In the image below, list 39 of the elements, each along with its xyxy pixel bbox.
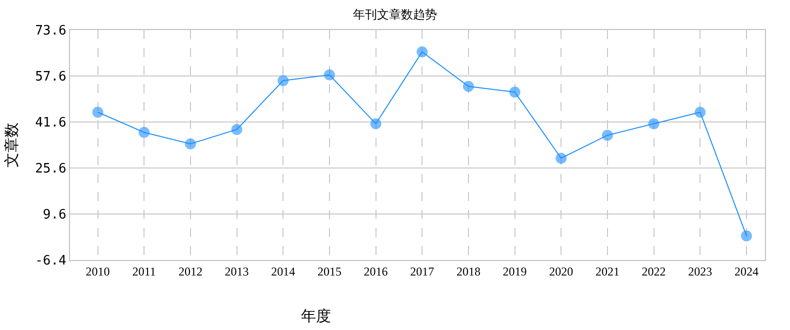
point [92, 106, 104, 118]
point [509, 86, 520, 98]
x-tick-label: 2021 [595, 264, 620, 278]
x-tick-label: 2020 [549, 264, 574, 278]
x-tick-label: 2023 [688, 264, 712, 278]
point [138, 126, 150, 138]
point [556, 152, 567, 164]
point [324, 69, 335, 80]
point [694, 106, 706, 118]
point [462, 80, 474, 92]
y-tick-label: 25.6 [35, 162, 66, 177]
point [370, 118, 382, 130]
point [602, 130, 613, 141]
x-tick-label: 2013 [224, 264, 249, 278]
point [231, 124, 242, 135]
y-tick-label: 57.6 [35, 70, 66, 85]
point [648, 118, 660, 130]
point [278, 75, 289, 86]
point [416, 46, 428, 58]
y-tick-label: 73.6 [35, 24, 66, 39]
x-tick-label: 2010 [86, 264, 110, 278]
x-tick-label: 2014 [271, 264, 296, 278]
x-tick-label: 2015 [317, 264, 342, 278]
x-tick-label: 2022 [642, 264, 666, 278]
x-tick-label: 2016 [364, 264, 388, 278]
x-tick-label: 2019 [502, 264, 527, 278]
point [184, 138, 196, 150]
x-tick-label: 2012 [178, 264, 202, 278]
y-tick-label: 41.6 [35, 116, 66, 131]
x-tick-label: 2018 [456, 264, 480, 278]
x-tick-label: 2011 [132, 264, 156, 278]
y-tick-label: 9.6 [42, 208, 66, 223]
x-tick-label: 2024 [734, 264, 758, 278]
point [740, 230, 752, 242]
y-tick-label: -6.4 [35, 254, 67, 269]
chart-title: 年刊文章数趋势 [353, 7, 437, 22]
y-axis-title: 文章数 [3, 122, 20, 168]
x-axis-title: 年度 [301, 308, 331, 325]
x-tick-label: 2017 [410, 264, 434, 278]
